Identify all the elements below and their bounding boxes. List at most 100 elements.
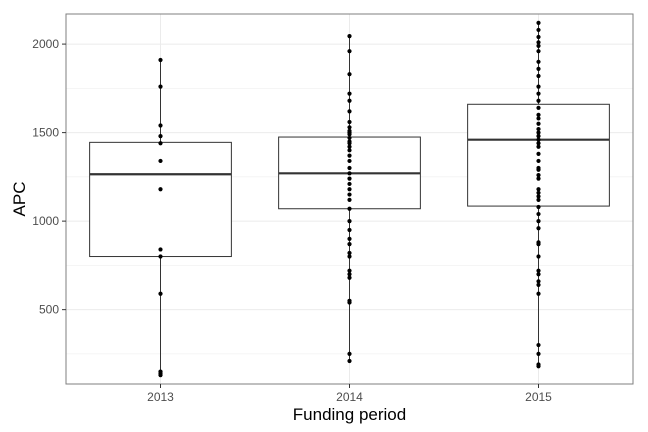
data-point-2015-21: [536, 144, 541, 149]
data-point-2015-17: [536, 130, 541, 135]
data-point-2014-5: [347, 109, 352, 114]
data-point-2014-11: [347, 135, 352, 141]
x-axis-ticks: 2013 2014 2015: [147, 384, 552, 404]
data-point-2013-2: [158, 123, 163, 128]
data-point-2015-30: [536, 194, 541, 199]
data-point-2015-9: [536, 84, 541, 89]
data-point-2013-7: [158, 247, 163, 252]
data-point-2013-5: [158, 158, 163, 164]
data-point-2015-16: [536, 126, 541, 132]
data-point-2013-4: [158, 141, 163, 146]
data-point-2015-29: [536, 190, 541, 195]
data-point-2014-33: [347, 272, 352, 277]
x-axis-title: Funding period: [293, 405, 406, 424]
data-point-2014-24: [347, 197, 352, 202]
data-point-2015-2: [536, 34, 541, 40]
data-point-2014-25: [347, 206, 352, 211]
data-point-2015-28: [536, 187, 541, 192]
data-point-2015-47: [536, 364, 541, 369]
data-point-2014-34: [347, 275, 352, 280]
data-point-2014-10: [347, 132, 352, 137]
data-point-2015-38: [536, 254, 541, 259]
data-point-2015-25: [536, 167, 541, 172]
data-point-2014-36: [347, 300, 352, 305]
data-point-2015-13: [536, 112, 541, 118]
data-point-2015-41: [536, 279, 541, 284]
data-point-2015-6: [536, 59, 541, 64]
data-point-2014-29: [347, 242, 352, 247]
data-point-2015-27: [536, 176, 541, 181]
data-point-2014-4: [347, 98, 352, 103]
data-point-2013-8: [158, 254, 163, 259]
data-point-2014-17: [347, 158, 352, 164]
y-axis-ticks: 500 1000 1500 2000: [32, 37, 66, 317]
data-point-2014-15: [347, 148, 352, 153]
data-point-2015-40: [536, 272, 541, 277]
y-tick-label-1000: 1000: [32, 214, 59, 228]
box-2013: [89, 60, 232, 376]
y-tick-label-2000: 2000: [32, 37, 59, 51]
data-point-2014-30: [347, 250, 352, 256]
data-point-2015-33: [536, 211, 541, 217]
data-point-2014-16: [347, 153, 352, 158]
y-axis-title: APC: [10, 182, 29, 217]
data-point-2015-15: [536, 121, 541, 126]
data-point-2014-31: [347, 254, 352, 259]
x-tick-label-2015: 2015: [525, 390, 552, 404]
data-point-2015-31: [536, 197, 541, 202]
data-point-2013-3: [158, 134, 163, 139]
data-point-2014-26: [347, 219, 352, 224]
data-point-2013-6: [158, 187, 163, 192]
data-point-2015-7: [536, 66, 541, 71]
data-point-2015-4: [536, 43, 541, 48]
data-point-2015-37: [536, 242, 541, 247]
data-point-2014-2: [347, 72, 352, 77]
data-point-2015-0: [536, 20, 541, 25]
data-point-2014-6: [347, 119, 352, 125]
x-tick-label-2014: 2014: [336, 390, 363, 404]
data-point-2014-32: [347, 268, 352, 273]
y-tick-label-500: 500: [39, 303, 59, 317]
data-point-2015-23: [536, 158, 541, 164]
data-points: [158, 20, 541, 378]
data-point-2015-42: [536, 282, 541, 287]
data-point-2014-7: [347, 125, 352, 130]
y-tick-label-1500: 1500: [32, 126, 59, 140]
data-point-2014-23: [347, 192, 352, 197]
data-point-2014-0: [347, 34, 352, 39]
data-point-2015-34: [536, 219, 541, 224]
data-point-2015-26: [536, 173, 541, 178]
data-point-2015-1: [536, 27, 541, 33]
data-point-2015-5: [536, 49, 541, 54]
data-point-2014-20: [347, 176, 352, 181]
data-point-2014-3: [347, 91, 352, 96]
x-tick-label-2013: 2013: [147, 390, 174, 404]
data-point-2014-37: [347, 351, 352, 357]
data-point-2015-35: [536, 226, 541, 231]
data-point-2015-11: [536, 98, 541, 103]
data-point-2014-27: [347, 227, 352, 233]
data-point-2013-1: [158, 84, 163, 89]
data-point-2015-19: [536, 137, 541, 142]
data-point-2015-10: [536, 91, 541, 96]
data-point-2015-39: [536, 268, 541, 273]
data-point-2015-22: [536, 151, 541, 156]
data-point-2014-18: [347, 165, 352, 171]
data-point-2014-13: [347, 141, 352, 146]
data-point-2014-22: [347, 187, 352, 192]
data-point-2015-18: [536, 134, 541, 139]
data-point-2014-38: [347, 358, 352, 364]
data-point-2014-14: [347, 144, 352, 149]
data-point-2015-14: [536, 116, 541, 121]
data-point-2015-20: [536, 141, 541, 146]
data-point-2013-9: [158, 291, 163, 296]
data-point-2013-12: [158, 373, 163, 378]
data-point-2014-28: [347, 236, 352, 241]
data-point-2014-1: [347, 49, 352, 54]
data-point-2015-43: [536, 291, 541, 296]
data-point-2015-44: [536, 342, 541, 348]
data-point-2014-19: [347, 171, 352, 176]
data-point-2015-12: [536, 105, 541, 110]
data-point-2015-3: [536, 40, 541, 45]
